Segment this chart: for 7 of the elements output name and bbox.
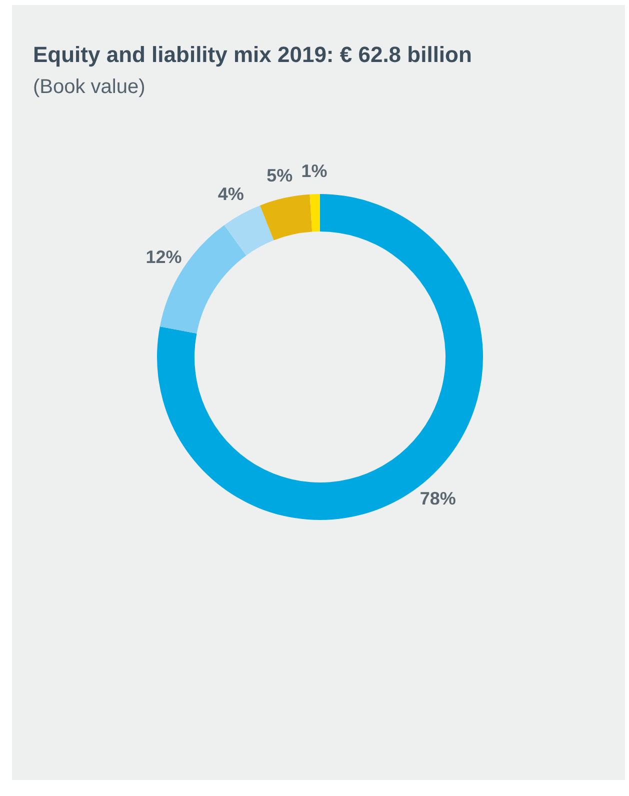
chart-subtitle: (Book value) — [33, 76, 146, 99]
data-label: 78% — [420, 488, 456, 509]
data-label: 5% — [266, 165, 293, 186]
data-label: 4% — [218, 184, 244, 204]
data-label: 1% — [301, 161, 328, 182]
chart-title: Equity and liability mix 2019: € 62.8 billion — [33, 42, 472, 68]
data-label: 12% — [146, 246, 182, 267]
